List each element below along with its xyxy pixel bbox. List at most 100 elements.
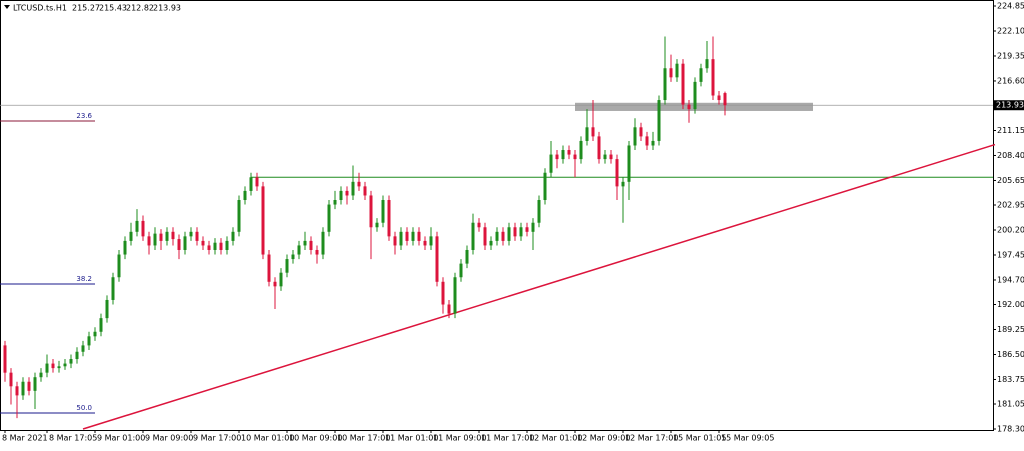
x-tick-label: 12 Mar 01:00 <box>529 434 582 443</box>
candle-body <box>693 81 697 110</box>
price-tag <box>993 100 1024 111</box>
y-tick-label: 208.40 <box>997 151 1024 160</box>
candle-body <box>249 177 253 191</box>
x-tick-label: 11 Mar 17:00 <box>481 434 534 443</box>
candle-body <box>471 222 475 250</box>
candle-body <box>33 377 37 391</box>
fib-label: 38.2 <box>76 275 92 283</box>
candle-body <box>525 227 529 232</box>
header-ohlc: 213.93 <box>153 4 181 13</box>
candle-body <box>87 336 91 346</box>
candle-body <box>465 249 469 264</box>
candle-body <box>261 186 265 255</box>
candle-body <box>585 127 589 141</box>
candle-body <box>669 68 673 78</box>
candle-body <box>483 227 487 246</box>
candle-body <box>57 366 61 369</box>
candle-body <box>459 263 463 278</box>
candle-body <box>75 351 79 360</box>
candle-body <box>501 231 505 241</box>
candle-body <box>153 233 157 246</box>
candle-body <box>255 177 259 187</box>
candle-body <box>105 299 109 319</box>
candle-body <box>531 222 535 232</box>
price-tag-label: 213.93 <box>996 101 1024 110</box>
candle-body <box>681 63 685 105</box>
y-tick-label: 189.25 <box>997 325 1024 334</box>
candle-body <box>435 236 439 282</box>
candle-body <box>477 222 481 228</box>
candle-body <box>135 220 139 232</box>
y-tick-label: 202.95 <box>997 201 1024 210</box>
candle-body <box>393 236 397 246</box>
candle-body <box>15 386 19 396</box>
candle-body <box>195 231 199 241</box>
y-tick-label: 224.85 <box>997 1 1024 10</box>
y-tick-label: 219.35 <box>997 51 1024 60</box>
y-tick-label: 222.10 <box>997 26 1024 35</box>
fib-label: 23.6 <box>76 112 92 120</box>
x-tick-label: 15 Mar 01:05 <box>673 434 726 443</box>
candle-body <box>717 95 721 101</box>
candle-body <box>45 363 49 373</box>
candle-body <box>495 231 499 241</box>
x-tick-label: 10 Mar 01:00 <box>241 434 294 443</box>
candle-body <box>549 154 553 173</box>
candle-body <box>645 136 649 146</box>
candle-body <box>123 240 127 255</box>
y-tick-label: 178.30 <box>997 425 1024 434</box>
candle-body <box>591 127 595 137</box>
candle-body <box>603 154 607 160</box>
candle-body <box>615 159 619 187</box>
x-tick-label: 10 Mar 09:00 <box>289 434 342 443</box>
candle-body <box>345 190 349 196</box>
candle-body <box>219 242 223 250</box>
candle-body <box>447 304 451 314</box>
candle-body <box>423 240 427 246</box>
candle-body <box>573 154 577 160</box>
candle-body <box>597 136 601 160</box>
y-tick-label: 211.15 <box>997 126 1024 135</box>
candle-body <box>63 363 67 367</box>
candle-body <box>555 154 559 160</box>
candle-body <box>663 68 667 101</box>
candle-body <box>705 59 709 69</box>
candle-body <box>327 204 331 232</box>
candle-body <box>309 240 313 250</box>
candle-body <box>429 236 433 246</box>
candle-body <box>657 100 661 141</box>
candle-body <box>543 172 547 201</box>
candle-body <box>285 259 289 273</box>
candle-body <box>243 190 247 201</box>
candle-body <box>339 190 343 201</box>
candle-body <box>333 200 337 205</box>
candle-body <box>27 381 31 391</box>
candle-body <box>201 240 205 246</box>
candle-body <box>267 254 271 282</box>
candle-body <box>51 363 55 369</box>
candle-body <box>165 231 169 241</box>
candle-body <box>69 359 73 364</box>
x-tick-label: 9 Mar 01:00 <box>97 434 145 443</box>
candle-body <box>357 181 361 187</box>
x-tick-label: 12 Mar 17:00 <box>625 434 678 443</box>
candle-body <box>207 245 211 250</box>
y-tick-label: 192.00 <box>997 300 1024 309</box>
candle-body <box>9 372 13 387</box>
x-tick-label: 8 Mar 17:05 <box>49 434 97 443</box>
candle-body <box>609 154 613 160</box>
candle-body <box>147 236 151 246</box>
candle-body <box>141 220 145 237</box>
candle-body <box>381 200 385 223</box>
candle-body <box>129 231 133 241</box>
candle-body <box>453 277 457 314</box>
candle-body <box>273 281 277 287</box>
candle-body <box>363 186 367 196</box>
candle-body <box>117 254 121 278</box>
candle-body <box>303 240 307 246</box>
x-tick-label: 8 Mar 2021 <box>2 434 48 443</box>
candle-body <box>297 245 301 255</box>
candle-body <box>351 181 355 196</box>
header-ohlc: 215.27 <box>72 4 100 13</box>
